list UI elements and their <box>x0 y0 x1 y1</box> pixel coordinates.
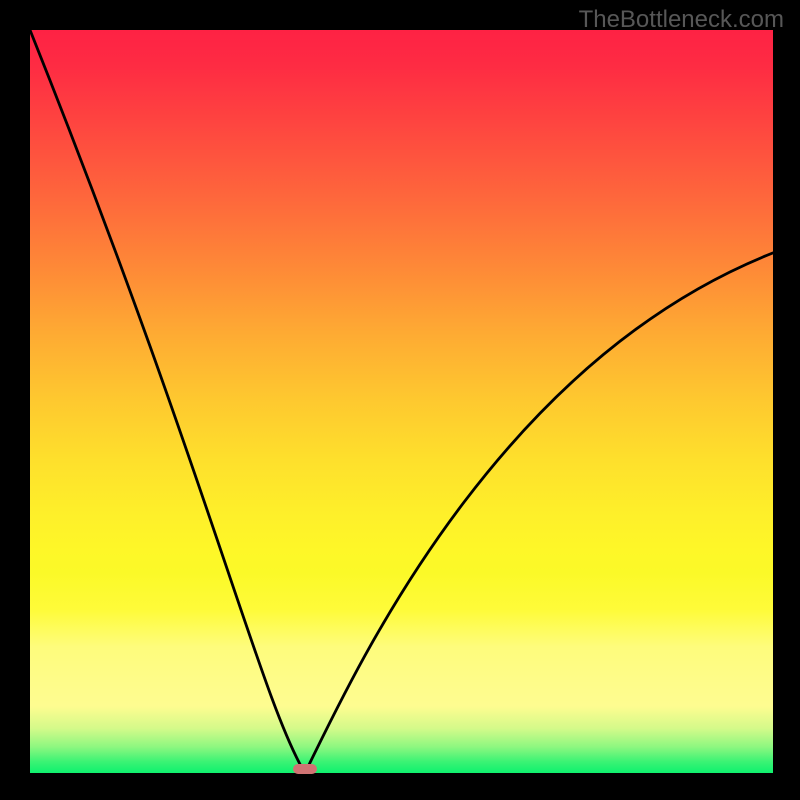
stage: TheBottleneck.com <box>0 0 800 800</box>
curve-layer <box>30 30 773 773</box>
plot-area <box>30 30 773 773</box>
bottleneck-curve <box>30 30 773 773</box>
vertex-marker <box>293 764 317 774</box>
